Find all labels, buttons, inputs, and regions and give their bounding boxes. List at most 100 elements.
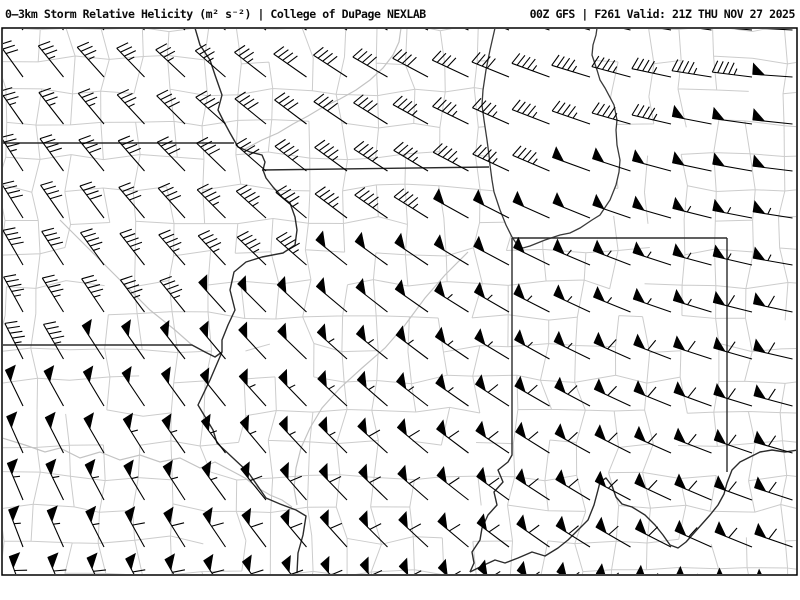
wind-barb — [281, 555, 304, 574]
wind-barb — [512, 145, 550, 172]
wind-barb — [671, 104, 712, 125]
wind-barb — [752, 108, 793, 125]
wind-barb — [304, 29, 307, 31]
wind-barb — [674, 473, 712, 501]
wind-barb — [762, 29, 793, 31]
wind-barb — [3, 87, 24, 125]
wind-barb — [8, 505, 24, 548]
wind-barb — [121, 366, 145, 407]
wind-barb — [552, 146, 591, 172]
wisconsin-river — [242, 29, 402, 151]
wind-barb — [712, 198, 753, 219]
wind-barb — [40, 181, 64, 219]
wind-barb — [752, 154, 793, 172]
wind-barb — [84, 458, 105, 501]
wind-barb — [436, 465, 469, 501]
wind-barb — [199, 367, 226, 407]
illinois-river — [293, 251, 469, 506]
wind-barb — [46, 505, 65, 548]
wind-barb — [4, 364, 24, 407]
wind-barb — [6, 458, 24, 501]
wind-barb — [544, 29, 550, 31]
wind-barb — [274, 92, 307, 125]
wind-barb — [234, 91, 267, 125]
wind-barb — [475, 374, 510, 407]
wind-barb — [3, 227, 24, 266]
wind-barb — [47, 552, 67, 574]
wind-barb — [398, 557, 422, 574]
wind-barb — [202, 507, 226, 548]
wind-barb — [634, 472, 672, 501]
wind-barb — [158, 229, 186, 266]
wind-barb — [673, 427, 712, 454]
wind-barb — [240, 461, 267, 501]
wind-barb — [672, 151, 712, 172]
wind-barb — [593, 286, 631, 313]
wind-barb — [234, 44, 267, 78]
wind-barb — [552, 238, 591, 266]
wind-barb — [198, 274, 226, 313]
wind-barb — [436, 419, 469, 454]
wind-barb — [45, 458, 64, 501]
wind-barb — [242, 554, 264, 574]
wind-barb — [714, 475, 753, 501]
wind-barb — [471, 52, 510, 78]
wind-barb — [592, 239, 631, 266]
wind-barb — [472, 98, 510, 125]
model-run-valid-info: 00Z GFS | F261 Valid: 21Z THU NOV 27 202… — [529, 7, 796, 21]
wind-barb — [61, 29, 64, 31]
wind-barb — [676, 565, 698, 574]
wind-barb — [86, 552, 107, 574]
wind-barb — [83, 412, 105, 454]
wind-barb — [41, 274, 64, 313]
wind-barb — [674, 519, 712, 548]
wind-barb — [392, 49, 429, 78]
wind-barb — [159, 275, 186, 313]
wind-barb — [353, 140, 388, 172]
wind-barb — [273, 46, 307, 78]
wind-barb — [237, 275, 267, 313]
wind-barb — [398, 510, 429, 548]
wind-barb — [753, 384, 793, 407]
wind-barb — [320, 555, 343, 574]
product-title: 0–3km Storm Relative Helicity (m² s⁻²) |… — [5, 7, 426, 21]
wind-barb — [672, 289, 712, 313]
wind-barb — [354, 231, 388, 266]
wind-barb — [672, 196, 712, 219]
wind-barb — [276, 275, 307, 313]
wind-barb — [161, 413, 186, 454]
wind-barb — [632, 195, 672, 219]
wind-barb — [142, 29, 145, 31]
wind-barb — [355, 324, 388, 360]
wind-barb — [472, 144, 510, 172]
wind-barb — [594, 470, 631, 501]
wind-barb — [353, 94, 388, 125]
wind-barb — [513, 236, 550, 266]
wind-barb — [3, 133, 24, 172]
wind-barb — [118, 182, 145, 219]
wind-barb — [734, 29, 753, 31]
wind-barb — [8, 552, 28, 574]
wind-barb — [754, 522, 793, 548]
wind-barb — [279, 461, 307, 501]
wind-barb — [235, 137, 267, 172]
wind-barb — [464, 29, 469, 31]
wind-barb — [102, 29, 105, 31]
wind-barb — [43, 365, 64, 407]
wind-barb — [277, 322, 307, 360]
wind-barb — [516, 560, 540, 574]
wind-barb — [3, 40, 24, 78]
wind-barb — [116, 42, 145, 78]
wind-barb — [555, 469, 591, 501]
wind-barb — [123, 459, 145, 501]
map-header: 0–3km Storm Relative Helicity (m² s⁻²) |… — [0, 0, 800, 28]
wind-barb — [554, 376, 591, 407]
wind-barb — [163, 506, 186, 548]
wind-barb — [594, 424, 631, 454]
wind-barb — [201, 460, 226, 501]
wind-barb — [757, 568, 762, 574]
wind-barb — [44, 411, 64, 454]
wind-barb — [194, 43, 226, 78]
wind-barb — [711, 60, 753, 78]
wind-barb — [159, 320, 186, 360]
